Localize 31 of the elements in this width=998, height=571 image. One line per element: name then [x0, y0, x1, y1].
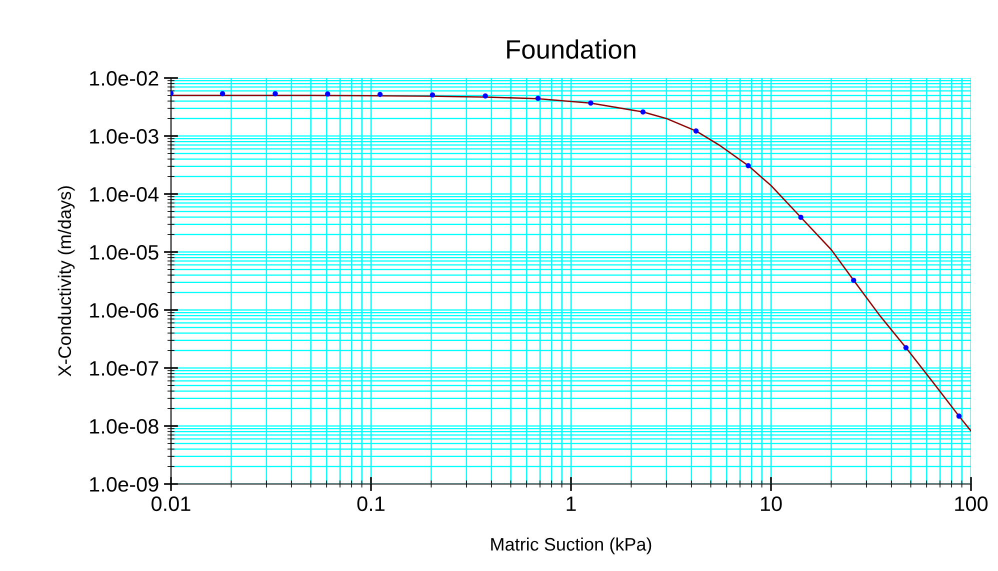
- x-tick-label: 0.1: [357, 496, 384, 512]
- point: [272, 91, 278, 96]
- x-axis-title: Matric Suction (kPa): [491, 537, 652, 554]
- x-tick-label: 1: [566, 496, 576, 511]
- y-tick-label: 1.0e-07: [90, 361, 158, 376]
- point: [535, 96, 541, 101]
- y-axis-title: X-Conductivity (m/days): [58, 186, 75, 376]
- y-tick-label: 1.0e-02: [90, 71, 158, 86]
- point: [588, 100, 594, 106]
- point: [851, 278, 856, 283]
- point: [798, 214, 804, 220]
- y-tick-label: 1.0e-08: [90, 419, 158, 434]
- point: [956, 414, 962, 419]
- point: [640, 109, 646, 115]
- point: [746, 163, 751, 168]
- point: [377, 92, 383, 98]
- point: [430, 92, 436, 98]
- point: [325, 91, 330, 97]
- y-tick-label: 1.0e-06: [90, 303, 158, 318]
- x-tick-label: 10: [761, 496, 782, 512]
- y-tick-label: 1.0e-09: [90, 477, 158, 492]
- chart-title: Foundation: [507, 39, 636, 59]
- point: [693, 128, 699, 134]
- y-tick-label: 1.0e-03: [90, 129, 158, 144]
- point: [482, 93, 488, 99]
- y-tick-label: 1.0e-05: [90, 245, 158, 260]
- x-tick-label: 0.01: [152, 496, 190, 512]
- y-tick-label: 1.0e-04: [90, 187, 159, 202]
- x-tick-label: 100: [955, 496, 988, 512]
- point: [903, 345, 909, 350]
- point: [220, 91, 226, 96]
